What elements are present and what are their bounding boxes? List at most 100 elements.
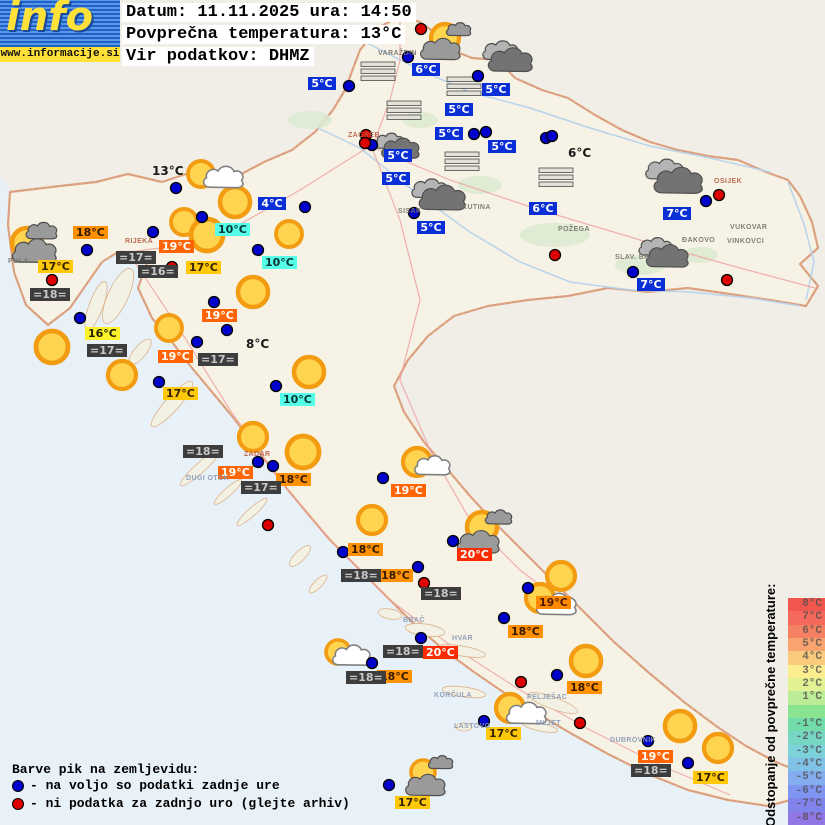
legend-item-available: - na voljo so podatki zadnje ure <box>12 777 350 795</box>
station-dots-layer <box>45 22 734 792</box>
deviation-scale-title: Odstopanje od povprečne temperature: <box>763 583 778 825</box>
station-dot-red[interactable] <box>573 716 587 730</box>
station-dot-blue[interactable] <box>545 129 559 143</box>
station-dot-blue[interactable] <box>626 265 640 279</box>
sun-icon <box>105 358 139 392</box>
scale-row: 1°C <box>788 691 825 705</box>
station-dot-red[interactable] <box>165 260 179 274</box>
station-dot-red[interactable] <box>45 273 59 287</box>
station-dot-blue[interactable] <box>80 243 94 257</box>
fog-icon <box>444 158 480 164</box>
sun-icon <box>188 216 226 254</box>
station-dot-red[interactable] <box>414 22 428 36</box>
scale-row: -5°C <box>788 771 825 785</box>
station-dot-blue[interactable] <box>497 611 511 625</box>
legend-item-label: - ni podatka za zadnjo uro (glejte arhiv… <box>30 796 350 811</box>
scale-row: 4°C <box>788 651 825 665</box>
map-legend: Barve pik na zemljevidu: - na voljo so p… <box>12 762 350 813</box>
station-dot-blue[interactable] <box>467 127 481 141</box>
station-dot-red[interactable] <box>514 675 528 689</box>
scale-row: -7°C <box>788 798 825 812</box>
sun-icon <box>291 354 327 390</box>
station-dot-blue[interactable] <box>407 206 421 220</box>
header-avg-temp-line: Povprečna temperatura: 13°C <box>122 25 406 44</box>
station-dot-blue[interactable] <box>251 243 265 257</box>
islands <box>84 268 578 733</box>
weather-icons-layer <box>9 21 735 797</box>
station-dot-blue[interactable] <box>365 656 379 670</box>
adriatic-sea <box>0 175 825 825</box>
station-dot-blue[interactable] <box>207 295 221 309</box>
logo-site-url[interactable]: www.informacije.si <box>0 47 120 62</box>
station-dot-red[interactable] <box>417 576 431 590</box>
sun-icon <box>33 328 71 366</box>
station-dot-blue[interactable] <box>195 210 209 224</box>
station-dot-red[interactable] <box>720 273 734 287</box>
station-dot-blue[interactable] <box>414 631 428 645</box>
fog-icon <box>446 83 482 89</box>
station-dot-blue[interactable] <box>477 714 491 728</box>
scale-row: 8°C <box>788 598 825 612</box>
sun-icon <box>274 219 304 249</box>
station-dot-blue[interactable] <box>446 534 460 548</box>
fog-icon <box>444 165 480 171</box>
red-dot-icon <box>12 798 24 810</box>
station-dot-blue[interactable] <box>699 194 713 208</box>
station-dot-blue[interactable] <box>681 756 695 770</box>
station-dot-red[interactable] <box>712 188 726 202</box>
station-dot-blue[interactable] <box>169 181 183 195</box>
station-dot-red[interactable] <box>261 518 275 532</box>
station-dot-blue[interactable] <box>269 379 283 393</box>
station-dot-blue[interactable] <box>641 734 655 748</box>
station-dot-blue[interactable] <box>298 200 312 214</box>
sun-icon <box>355 503 389 537</box>
scale-row: 5°C <box>788 638 825 652</box>
station-dot-blue[interactable] <box>382 778 396 792</box>
header-date-line: Datum: 11.11.2025 ura: 14:50 <box>122 3 416 22</box>
station-dot-blue[interactable] <box>376 471 390 485</box>
sun-icon <box>544 559 578 593</box>
scale-row: -2°C <box>788 731 825 745</box>
fog-icon <box>386 107 422 113</box>
fog-icon <box>538 167 574 173</box>
fog-icon <box>538 174 574 180</box>
station-dot-blue[interactable] <box>336 545 350 559</box>
logo-text: info <box>6 0 94 40</box>
station-dot-blue[interactable] <box>479 125 493 139</box>
station-dot-red[interactable] <box>548 248 562 262</box>
scale-row: -3°C <box>788 744 825 759</box>
station-dot-blue[interactable] <box>550 668 564 682</box>
legend-item-label: - na voljo so podatki zadnje ure <box>30 778 280 793</box>
station-dot-blue[interactable] <box>152 375 166 389</box>
fog-icon <box>386 114 422 120</box>
scale-row: -1°C <box>788 718 825 732</box>
station-dot-blue[interactable] <box>471 69 485 83</box>
scale-row: -8°C <box>788 811 825 825</box>
sun-icon <box>235 274 271 310</box>
station-dot-blue[interactable] <box>220 323 234 337</box>
sun-icon <box>568 643 604 679</box>
station-dot-blue[interactable] <box>411 560 425 574</box>
fog-icon <box>360 75 396 81</box>
sun-icon <box>662 708 698 744</box>
scale-row: 3°C <box>788 664 825 679</box>
legend-item-no-data: - ni podatka za zadnjo uro (glejte arhiv… <box>12 795 350 813</box>
station-dot-blue[interactable] <box>251 455 265 469</box>
station-dot-blue[interactable] <box>73 311 87 325</box>
scale-row: 7°C <box>788 611 825 625</box>
scale-row: 2°C <box>788 678 825 692</box>
fog-icon <box>446 90 482 96</box>
info-logo[interactable]: info <box>0 0 120 47</box>
station-dot-blue[interactable] <box>266 459 280 473</box>
sun-icon <box>284 433 322 471</box>
station-dot-blue[interactable] <box>401 50 415 64</box>
scale-row: -4°C <box>788 758 825 772</box>
station-dot-blue[interactable] <box>190 335 204 349</box>
fog-icon <box>386 100 422 106</box>
scale-row: 6°C <box>788 624 825 639</box>
station-dot-blue[interactable] <box>342 79 356 93</box>
station-dot-blue[interactable] <box>146 225 160 239</box>
station-dot-red[interactable] <box>358 136 372 150</box>
station-dot-blue[interactable] <box>521 581 535 595</box>
